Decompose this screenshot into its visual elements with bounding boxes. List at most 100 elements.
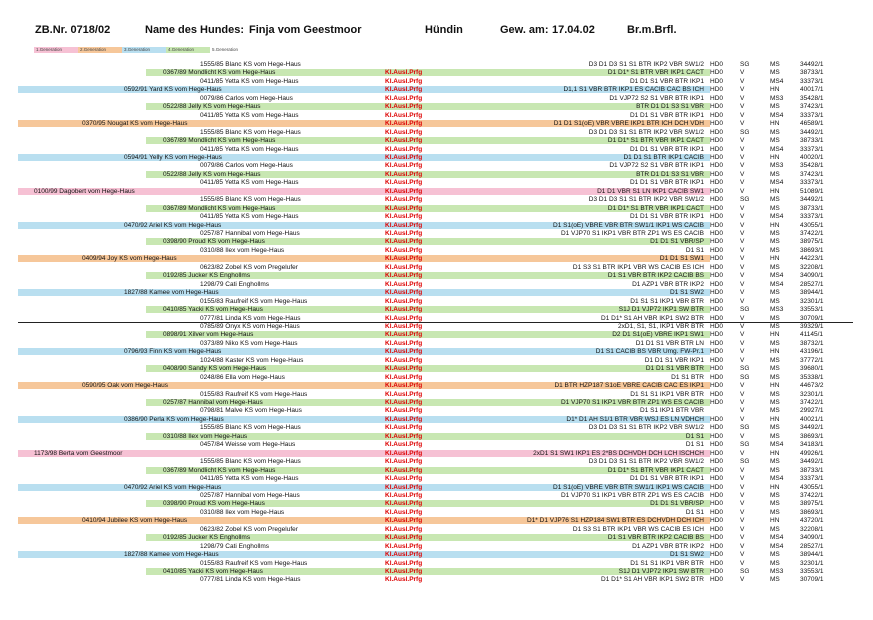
titles: D3 D1 D3 S1 S1 BTR IKP2 VBR SW1/2 (588, 61, 704, 68)
registration-number: 43055/1 (800, 221, 824, 229)
registration-number: 39680/1 (800, 365, 824, 373)
registration-number: 38944/1 (800, 551, 824, 559)
titles: D1 S1 S1 IKP1 VBR BTR (630, 390, 704, 398)
dog-entry-name: 0798/81 Malve KS vom Hege-Haus (200, 407, 302, 415)
generation-bar (146, 204, 710, 212)
exam-label: Kl.Ausl.Prfg (385, 517, 423, 525)
pedigree-row: 1298/79 Cati Enghollms Kl.Ausl.Prfg D1 AZP… (0, 543, 873, 551)
hd-score: HD0 (710, 365, 724, 373)
titles: D1 S1 IKP1 BTR VBR (640, 407, 704, 415)
ms-code: MS (770, 458, 780, 466)
ms-code: MS (770, 424, 780, 432)
pedigree-row: 0592/91 Yard KS vom Hege-Haus Kl.Ausl.Prf… (0, 86, 873, 94)
pedigree-row: 0522/88 Jelly KS vom Hege-Haus Kl.Ausl.Pr… (0, 103, 873, 111)
rating: V (740, 322, 745, 330)
rating: SG (740, 568, 750, 575)
exam-label: Kl.Ausl.Prfg (385, 466, 423, 474)
titles: D1 AZP1 VBR BTR IKP2 (632, 280, 704, 288)
rating: SG (740, 441, 750, 449)
generation-bar (18, 483, 710, 491)
ms-code: MS4 (770, 542, 784, 550)
exam-label: Kl.Ausl.Prfg (385, 356, 423, 364)
hd-score: HD0 (710, 111, 724, 119)
ms-code: MS4 (770, 534, 784, 542)
dog-entry-name: 0410/85 Yacki KS vom Hege-Haus (163, 568, 263, 575)
exam-label: Kl.Ausl.Prfg (385, 297, 423, 305)
rating: V (740, 111, 745, 119)
ms-code: MS4 (770, 77, 784, 85)
hd-score: HD0 (710, 297, 724, 305)
exam-label: Kl.Ausl.Prfg (385, 559, 423, 567)
pedigree-row: 0623/82 Zobel KS vom Pregelufer Kl.Ausl.P… (0, 526, 873, 534)
generation-bar (18, 415, 710, 423)
titles: D1 D1 S1 VBR BTR IKP1 (629, 179, 704, 187)
titles: D1 D1 S1 BTR IKP1 CACIB (623, 153, 704, 161)
titles: S1J D1 VJP72 IKP1 SW BTR (618, 568, 704, 575)
hd-score: HD0 (710, 382, 724, 390)
hd-score: HD0 (710, 179, 724, 187)
registration-number: 38733/1 (800, 204, 824, 212)
dog-entry-name: 0155/83 Raufreif KS vom Hege-Haus (200, 297, 308, 305)
pedigree-row: 0367/89 Mondlicht KS vom Hege-Haus Kl.Aus… (0, 466, 873, 475)
generation-bar (146, 137, 710, 145)
titles: D1 D1* S1 AH VBR IKP1 SW2 BTR (601, 576, 704, 584)
dog-entry-name: 0470/92 Ariel KS vom Hege-Haus (124, 483, 222, 491)
registration-number: 35428/1 (800, 162, 824, 170)
titles: D1 D1* S1 AH VBR IKP1 SW2 BTR (601, 314, 704, 322)
ms-code: MS4 (770, 475, 784, 483)
generation-bar (18, 348, 710, 356)
titles: D1 D1 S1 SW1 (659, 255, 704, 263)
dog-entry-name: 0411/85 Yetta KS vom Hege-Haus (200, 111, 299, 119)
titles: D1 S1 (685, 441, 704, 449)
exam-label: Kl.Ausl.Prfg (385, 525, 423, 533)
dog-entry-name: 0898/91 Xilver vom Hege-Haus (163, 331, 254, 339)
hd-score: HD0 (710, 551, 724, 559)
ms-code: HN (770, 187, 780, 195)
registration-number: 43055/1 (800, 483, 824, 491)
exam-label: Kl.Ausl.Prfg (385, 221, 423, 229)
ms-code: HN (770, 449, 780, 457)
ms-code: MS (770, 322, 780, 330)
whelped-date: 17.04.02 (552, 24, 595, 36)
ms-code: MS4 (770, 145, 784, 153)
exam-label: Kl.Ausl.Prfg (385, 458, 423, 466)
pedigree-row: 0470/92 Ariel KS vom Hege-Haus Kl.Ausl.Pr… (0, 483, 873, 492)
hd-score: HD0 (710, 559, 724, 567)
dog-entry-name: 0257/87 Hannibal vom Hege-Haus (163, 399, 263, 406)
exam-label: Kl.Ausl.Prfg (385, 339, 423, 347)
hd-score: HD0 (710, 153, 724, 161)
registration-number: 32301/1 (800, 390, 824, 398)
legend-gen-1: 1.Generation (34, 47, 78, 53)
rating: SG (740, 373, 750, 381)
registration-number: 37772/1 (800, 356, 824, 364)
coat-color: Br.m.Brfl. (627, 24, 677, 36)
exam-label: Kl.Ausl.Prfg (385, 441, 423, 449)
titles: D1 D1 VBR S1 LN IKP1 CACIB SW1 (597, 187, 704, 195)
dog-entry-name: 0373/89 Niko KS vom Hege-Haus (200, 339, 298, 347)
rating: V (740, 120, 745, 128)
dog-entry-name: 1298/79 Cati Enghollms (200, 542, 270, 550)
pedigree-row: 0257/87 Hannibal vom Hege-Haus Kl.Ausl.Pr… (0, 230, 873, 238)
rating: V (740, 153, 745, 161)
pedigree-row: 0257/87 Hannibal vom Hege-Haus Kl.Ausl.Pr… (0, 399, 873, 407)
generation-bar (18, 382, 710, 390)
pedigree-row: 0257/87 Hannibal vom Hege-Haus Kl.Ausl.Pr… (0, 492, 873, 500)
hd-score: HD0 (710, 339, 724, 347)
exam-label: Kl.Ausl.Prfg (385, 314, 423, 322)
exam-label: Kl.Ausl.Prfg (385, 306, 423, 314)
hd-score: HD0 (710, 314, 724, 322)
titles: D1 D1 S1 VBR BTR LN (635, 339, 704, 347)
ms-code: HN (770, 153, 780, 161)
registration-number: 35428/1 (800, 94, 824, 102)
rating: V (740, 508, 745, 516)
hd-score: HD0 (710, 246, 724, 254)
hd-score: HD0 (710, 272, 724, 280)
generation-bar (18, 120, 710, 128)
ms-code: MS (770, 238, 780, 246)
whelped-label: Gew. am: (500, 24, 549, 36)
pedigree-row: 0373/89 Niko KS vom Hege-Haus Kl.Ausl.Prf… (0, 340, 873, 348)
registration-number: 38693/1 (800, 508, 824, 516)
dog-entry-name: 1024/88 Kaster KS vom Hege-Haus (200, 356, 304, 364)
titles: BTR D1 D1 S3 S1 VBR (636, 103, 704, 111)
exam-label: Kl.Ausl.Prfg (385, 255, 423, 263)
